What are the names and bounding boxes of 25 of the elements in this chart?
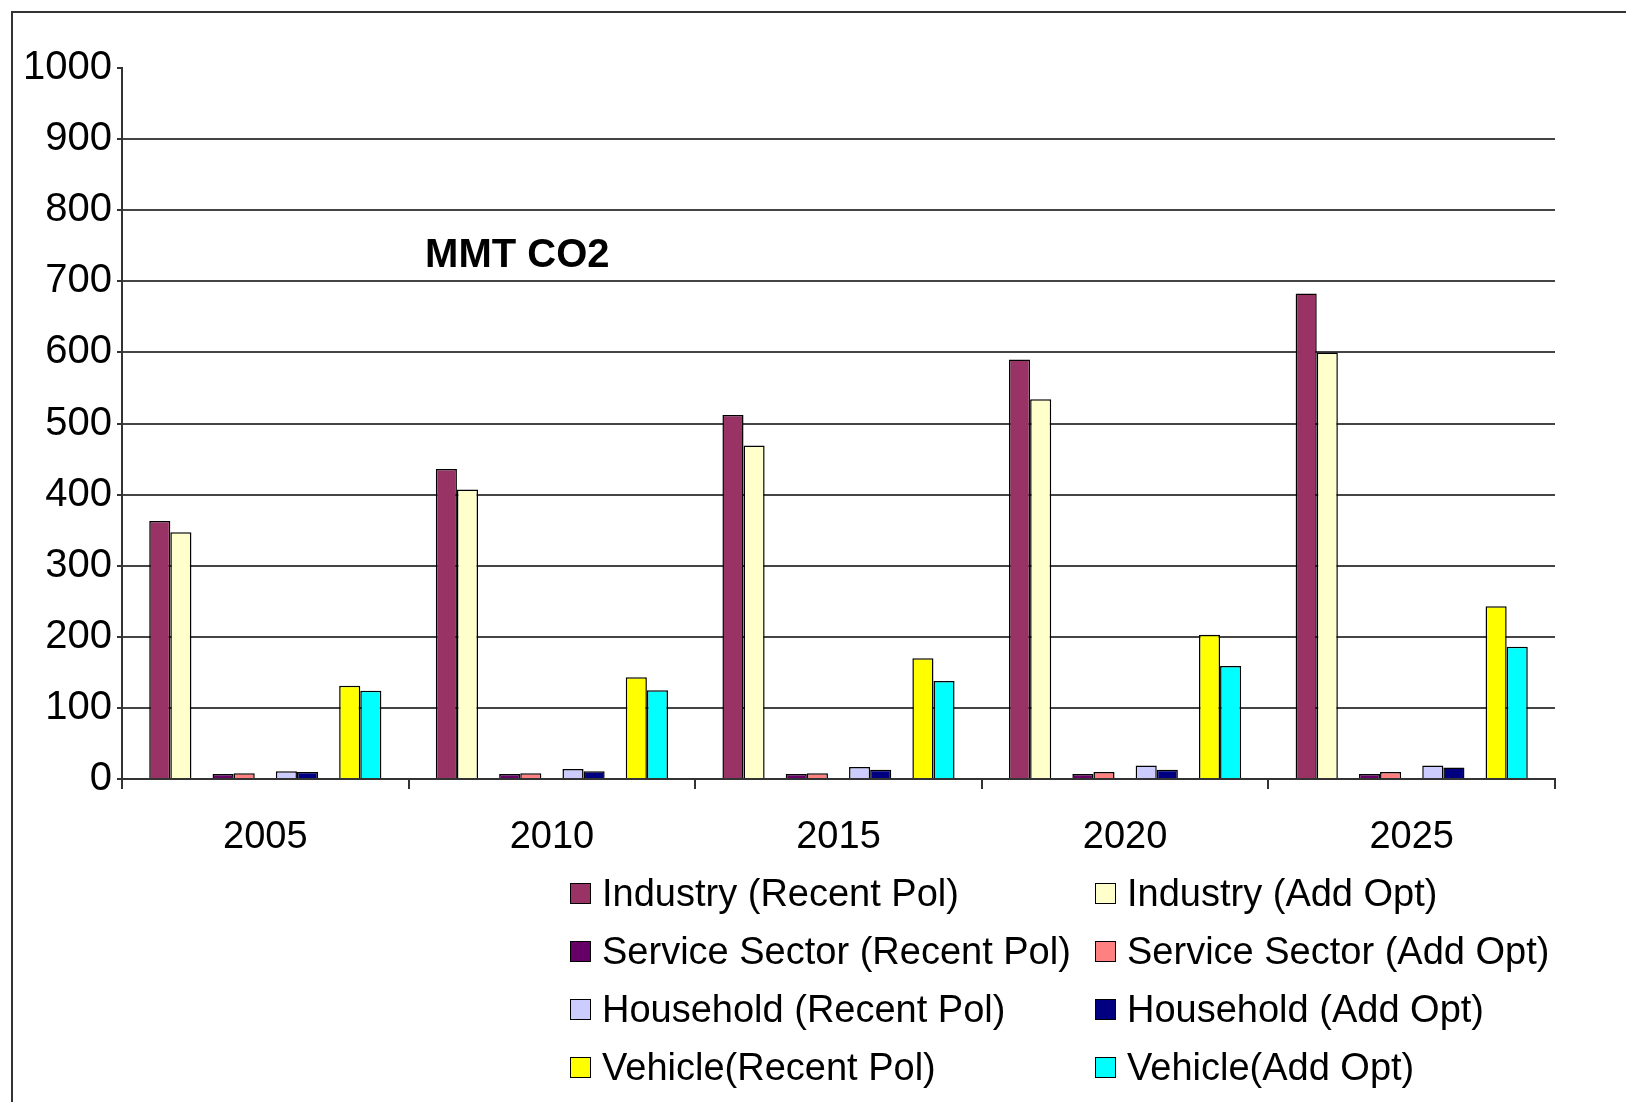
legend-label: Household (Recent Pol) xyxy=(602,987,1006,1031)
legend-label: Vehicle(Recent Pol) xyxy=(602,1045,936,1089)
legend-label: Service Sector (Recent Pol) xyxy=(602,929,1071,973)
legend-label: Industry (Add Opt) xyxy=(1127,871,1438,915)
y-tick-label: 300 xyxy=(45,540,112,585)
x-tick-label: 2005 xyxy=(223,814,308,857)
x-tick-label: 2025 xyxy=(1369,814,1454,857)
legend-label: Vehicle(Add Opt) xyxy=(1127,1045,1415,1089)
x-tick-label: 2020 xyxy=(1082,814,1168,857)
y-tick-label: 500 xyxy=(45,398,112,443)
y-tick-label: 400 xyxy=(45,469,112,514)
y-tick-label: 900 xyxy=(45,114,112,159)
legend-label: Household (Add Opt) xyxy=(1127,987,1484,1031)
y-tick-label: 100 xyxy=(45,682,112,727)
y-tick-label: 200 xyxy=(45,611,112,656)
legend-label: Industry (Recent Pol) xyxy=(602,871,959,915)
x-tick-label: 2010 xyxy=(509,814,595,857)
x-tick-label: 2015 xyxy=(796,814,881,857)
text: MMT CO2 xyxy=(425,230,610,275)
y-tick-label: 800 xyxy=(45,185,112,230)
y-tick-label: 0 xyxy=(89,754,112,799)
legend-label: Service Sector (Add Opt) xyxy=(1127,929,1550,973)
y-tick-label: 1000 xyxy=(23,43,112,88)
y-tick-label: 700 xyxy=(45,256,112,301)
y-tick-label: 600 xyxy=(45,327,112,372)
